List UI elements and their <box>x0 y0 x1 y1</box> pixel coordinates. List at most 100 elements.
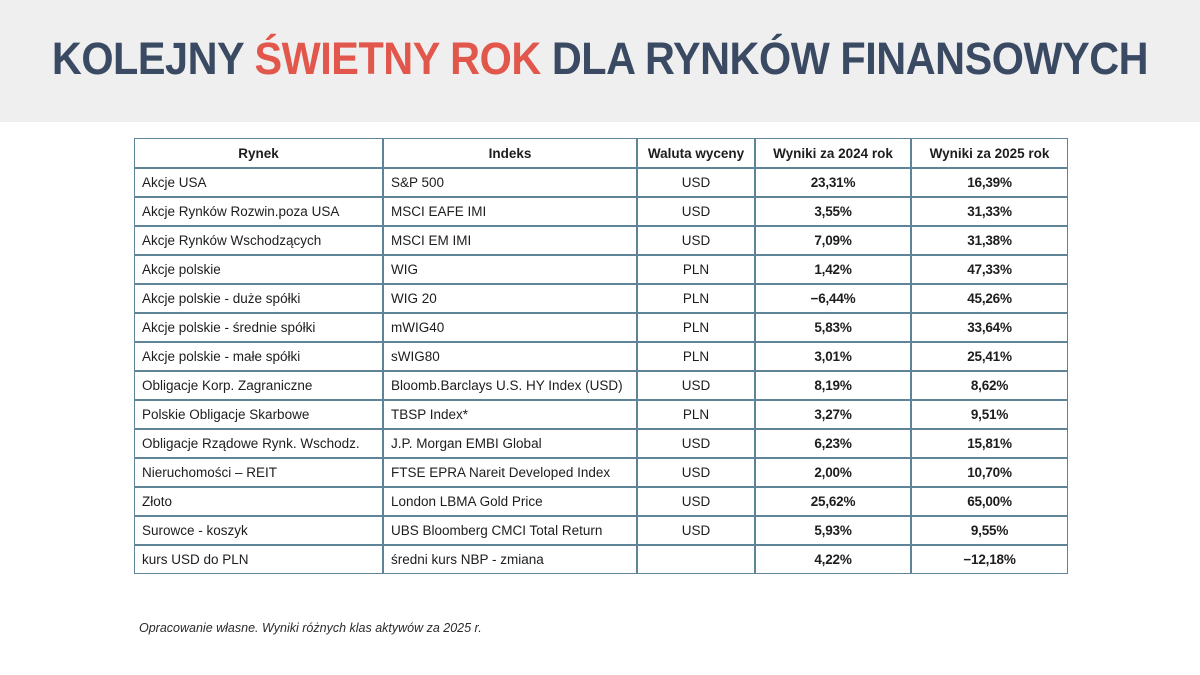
table-row: Akcje polskie WIG PLN 1,42% 47,33% <box>134 255 1068 284</box>
cell-result-2025: 45,26% <box>911 284 1068 313</box>
cell-currency: PLN <box>637 313 755 342</box>
cell-currency <box>637 545 755 574</box>
cell-market: Polskie Obligacje Skarbowe <box>134 400 383 429</box>
cell-result-2025: 8,62% <box>911 371 1068 400</box>
cell-market: Akcje polskie <box>134 255 383 284</box>
cell-result-2025: 31,33% <box>911 197 1068 226</box>
cell-currency: USD <box>637 458 755 487</box>
cell-currency: PLN <box>637 284 755 313</box>
cell-market: Obligacje Korp. Zagraniczne <box>134 371 383 400</box>
title-band: KOLEJNY ŚWIETNY ROK DLA RYNKÓW FINANSOWY… <box>0 0 1200 122</box>
cell-currency: USD <box>637 168 755 197</box>
cell-index: średni kurs NBP - zmiana <box>383 545 637 574</box>
table-row: Akcje polskie - średnie spółki mWIG40 PLN 5… <box>134 313 1068 342</box>
cell-index: MSCI EM IMI <box>383 226 637 255</box>
cell-result-2025: 47,33% <box>911 255 1068 284</box>
table-header-row: Rynek Indeks Waluta wyceny Wyniki za 202… <box>134 138 1068 168</box>
cell-market: Akcje polskie - duże spółki <box>134 284 383 313</box>
cell-result-2024: 25,62% <box>755 487 911 516</box>
cell-result-2025: 15,81% <box>911 429 1068 458</box>
cell-result-2024: 2,00% <box>755 458 911 487</box>
cell-market: Obligacje Rządowe Rynk. Wschodz. <box>134 429 383 458</box>
table-row: Akcje USA S&P 500 USD 23,31% 16,39% <box>134 168 1068 197</box>
table-row: Obligacje Korp. Zagraniczne Bloomb.Barcla… <box>134 371 1068 400</box>
cell-result-2024: 5,83% <box>755 313 911 342</box>
cell-currency: USD <box>637 516 755 545</box>
cell-currency: PLN <box>637 400 755 429</box>
column-header-index: Indeks <box>383 138 637 168</box>
cell-result-2025: 9,55% <box>911 516 1068 545</box>
cell-market: Złoto <box>134 487 383 516</box>
cell-market: Surowce - koszyk <box>134 516 383 545</box>
cell-market: Akcje polskie - małe spółki <box>134 342 383 371</box>
cell-result-2024: 8,19% <box>755 371 911 400</box>
cell-result-2024: 3,01% <box>755 342 911 371</box>
cell-result-2024: 4,22% <box>755 545 911 574</box>
cell-currency: USD <box>637 487 755 516</box>
cell-currency: USD <box>637 371 755 400</box>
table-header: Rynek Indeks Waluta wyceny Wyniki za 202… <box>134 138 1068 168</box>
cell-index: TBSP Index* <box>383 400 637 429</box>
cell-result-2024: 3,27% <box>755 400 911 429</box>
page-title-accent: ŚWIETNY ROK <box>254 33 541 84</box>
table-row: Surowce - koszyk UBS Bloomberg CMCI Total… <box>134 516 1068 545</box>
cell-index: S&P 500 <box>383 168 637 197</box>
table-row: Obligacje Rządowe Rynk. Wschodz. J.P. Mor… <box>134 429 1068 458</box>
cell-result-2025: 16,39% <box>911 168 1068 197</box>
cell-result-2025: 33,64% <box>911 313 1068 342</box>
cell-currency: PLN <box>637 255 755 284</box>
cell-currency: USD <box>637 226 755 255</box>
table-body: Akcje USA S&P 500 USD 23,31% 16,39% Akcje Ryn… <box>134 168 1068 574</box>
cell-result-2024: 7,09% <box>755 226 911 255</box>
cell-result-2025: 65,00% <box>911 487 1068 516</box>
cell-currency: USD <box>637 197 755 226</box>
table-row: Akcje Rynków Rozwin.poza USA MSCI EAFE IM… <box>134 197 1068 226</box>
table-row: Akcje polskie - duże spółki WIG 20 PLN −6,4… <box>134 284 1068 313</box>
page-title: KOLEJNY ŚWIETNY ROK DLA RYNKÓW FINANSOWY… <box>48 34 1152 84</box>
table-row: Nieruchomości – REIT FTSE EPRA Nareit Dev… <box>134 458 1068 487</box>
footnote: Opracowanie własne. Wyniki różnych klas … <box>139 621 482 635</box>
column-header-2025: Wyniki za 2025 rok <box>911 138 1068 168</box>
cell-result-2025: −12,18% <box>911 545 1068 574</box>
cell-market: Akcje USA <box>134 168 383 197</box>
cell-result-2025: 10,70% <box>911 458 1068 487</box>
cell-index: sWIG80 <box>383 342 637 371</box>
cell-result-2025: 9,51% <box>911 400 1068 429</box>
table-row: Polskie Obligacje Skarbowe TBSP Index* PLN… <box>134 400 1068 429</box>
cell-index: London LBMA Gold Price <box>383 487 637 516</box>
column-header-market: Rynek <box>134 138 383 168</box>
cell-result-2024: 1,42% <box>755 255 911 284</box>
cell-index: UBS Bloomberg CMCI Total Return <box>383 516 637 545</box>
page-title-part2: DLA RYNKÓW FINANSOWYCH <box>540 33 1149 84</box>
cell-result-2024: 5,93% <box>755 516 911 545</box>
cell-market: Nieruchomości – REIT <box>134 458 383 487</box>
cell-result-2025: 31,38% <box>911 226 1068 255</box>
cell-index: WIG <box>383 255 637 284</box>
cell-index: MSCI EAFE IMI <box>383 197 637 226</box>
cell-index: J.P. Morgan EMBI Global <box>383 429 637 458</box>
results-table: Rynek Indeks Waluta wyceny Wyniki za 202… <box>134 138 1068 574</box>
results-table-container: Rynek Indeks Waluta wyceny Wyniki za 202… <box>134 138 1068 574</box>
cell-market: Akcje Rynków Wschodzących <box>134 226 383 255</box>
cell-result-2025: 25,41% <box>911 342 1068 371</box>
page-title-part1: KOLEJNY <box>51 33 255 84</box>
cell-result-2024: −6,44% <box>755 284 911 313</box>
cell-market: Akcje Rynków Rozwin.poza USA <box>134 197 383 226</box>
cell-result-2024: 6,23% <box>755 429 911 458</box>
table-row: Akcje Rynków Wschodzących MSCI EM IMI USD 7… <box>134 226 1068 255</box>
column-header-2024: Wyniki za 2024 rok <box>755 138 911 168</box>
table-row: Złoto London LBMA Gold Price USD 25,62% 65,0… <box>134 487 1068 516</box>
cell-index: WIG 20 <box>383 284 637 313</box>
cell-market: kurs USD do PLN <box>134 545 383 574</box>
cell-result-2024: 23,31% <box>755 168 911 197</box>
cell-market: Akcje polskie - średnie spółki <box>134 313 383 342</box>
column-header-currency: Waluta wyceny <box>637 138 755 168</box>
cell-index: FTSE EPRA Nareit Developed Index <box>383 458 637 487</box>
table-row: Akcje polskie - małe spółki sWIG80 PLN 3,01… <box>134 342 1068 371</box>
cell-result-2024: 3,55% <box>755 197 911 226</box>
cell-index: mWIG40 <box>383 313 637 342</box>
cell-index: Bloomb.Barclays U.S. HY Index (USD) <box>383 371 637 400</box>
cell-currency: USD <box>637 429 755 458</box>
cell-currency: PLN <box>637 342 755 371</box>
table-row: kurs USD do PLN średni kurs NBP - zmiana 4… <box>134 545 1068 574</box>
